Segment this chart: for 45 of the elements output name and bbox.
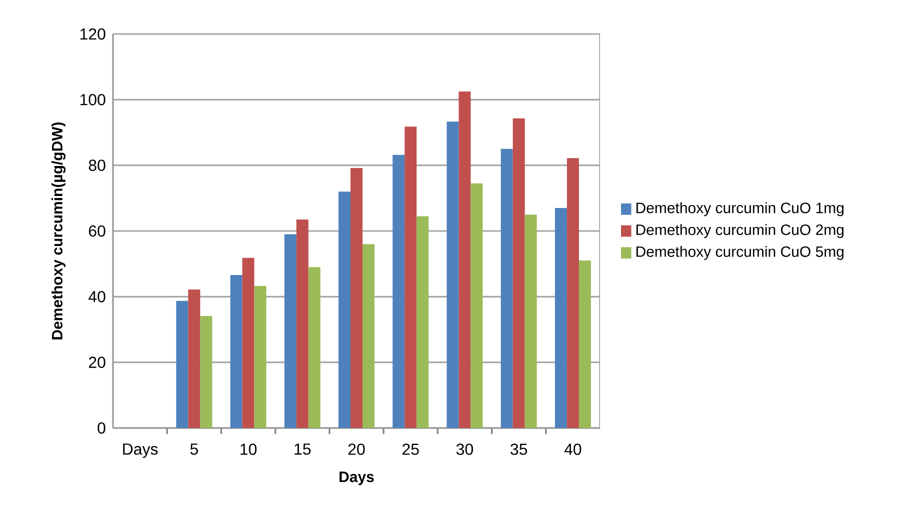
x-tick-label: 25 — [402, 444, 419, 455]
legend-label: Demethoxy curcumin CuO 5mg — [636, 246, 844, 260]
y-tick-label: 0 — [98, 422, 106, 434]
bar — [392, 154, 405, 428]
bar — [500, 148, 513, 428]
x-tick-label: 30 — [456, 444, 473, 455]
y-axis-title: Demethoxy curcumin(µg/gDW) — [51, 122, 66, 340]
bar — [230, 275, 242, 428]
x-tick-label: Days — [123, 444, 158, 458]
bar — [242, 258, 254, 428]
y-tick-label: 60 — [88, 225, 106, 237]
y-tick-label: 100 — [80, 94, 106, 106]
y-tick-label: 40 — [88, 291, 106, 302]
bar — [296, 220, 308, 428]
x-tick-label: 20 — [348, 444, 365, 455]
x-axis-title: Days — [340, 472, 374, 486]
bar — [362, 244, 374, 428]
bar — [446, 122, 459, 428]
bar — [404, 126, 417, 428]
x-tick-label: 5 — [190, 444, 198, 455]
bar — [188, 289, 200, 428]
y-tick-label: 120 — [80, 28, 106, 40]
bar — [578, 260, 591, 428]
bar — [416, 216, 429, 428]
bar — [512, 118, 525, 428]
bar — [458, 91, 471, 428]
legend-label: Demethoxy curcumin CuO 1mg — [636, 202, 844, 216]
bar — [284, 234, 296, 428]
x-tick-label: 10 — [240, 444, 257, 455]
bar — [566, 158, 579, 428]
bar — [308, 267, 320, 428]
bar — [254, 286, 266, 428]
bar — [524, 214, 537, 428]
bar — [350, 168, 363, 428]
bar — [470, 183, 483, 428]
y-tick-label: 80 — [88, 160, 106, 171]
bar — [338, 192, 351, 428]
legend-label: Demethoxy curcumin CuO 2mg — [636, 224, 844, 238]
bar — [554, 208, 567, 428]
x-tick-label: 15 — [294, 444, 311, 455]
x-tick-label: 35 — [510, 444, 528, 455]
y-tick-label: 20 — [88, 356, 106, 368]
bar — [200, 316, 212, 428]
bar — [176, 300, 188, 428]
x-tick-label: 40 — [564, 444, 582, 455]
